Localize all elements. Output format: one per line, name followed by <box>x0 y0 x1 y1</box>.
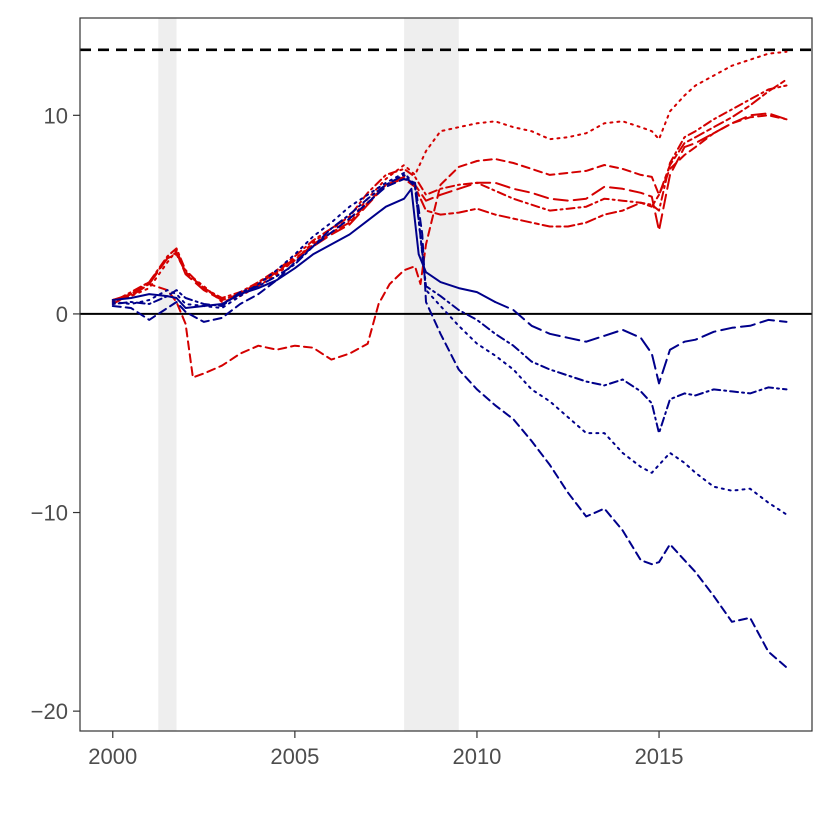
x-tick-label: 2010 <box>452 744 501 769</box>
x-tick-label: 2015 <box>635 744 684 769</box>
recession-band-2 <box>404 18 459 731</box>
y-tick-label: −20 <box>31 699 68 724</box>
series-red-longdash-line <box>111 112 788 301</box>
y-axis: −20 −10 0 10 <box>31 103 80 724</box>
y-tick-label: −10 <box>31 501 68 526</box>
series-blue-solid-line <box>111 187 497 309</box>
series-blue-dashed-line <box>111 177 788 669</box>
series-red-dotdash-line <box>111 84 788 303</box>
recession-band-1 <box>158 18 177 731</box>
y-tick-label: 10 <box>44 103 68 128</box>
series-blue-longdash-line <box>494 301 788 385</box>
reference-lines <box>80 48 812 315</box>
series-red-twodash-line <box>111 78 788 301</box>
plot-panel-border <box>79 17 813 732</box>
x-tick-label: 2000 <box>88 744 137 769</box>
series-lines <box>111 50 788 669</box>
recession-bands <box>158 18 459 731</box>
y-tick-label: 0 <box>56 302 68 327</box>
x-axis: 2000 2005 2010 2015 <box>88 731 684 769</box>
x-tick-label: 2005 <box>270 744 319 769</box>
series-red-dashed-line <box>111 114 788 379</box>
series-blue-dotdash-line <box>111 173 788 435</box>
series-red-dotted-line <box>111 50 788 303</box>
series-blue-dotted-line <box>111 171 788 516</box>
